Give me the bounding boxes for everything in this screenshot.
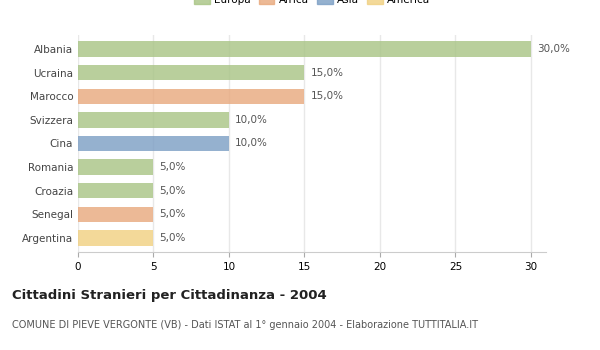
Text: 5,0%: 5,0% [160, 209, 186, 219]
Text: 10,0%: 10,0% [235, 139, 268, 148]
Text: 15,0%: 15,0% [310, 91, 343, 102]
Text: 5,0%: 5,0% [160, 162, 186, 172]
Text: Cittadini Stranieri per Cittadinanza - 2004: Cittadini Stranieri per Cittadinanza - 2… [12, 289, 327, 302]
Bar [78, 183, 154, 198]
Legend: Europa, Africa, Asia, America: Europa, Africa, Asia, America [192, 0, 432, 7]
Bar [78, 230, 154, 245]
Text: 5,0%: 5,0% [160, 233, 186, 243]
Bar [78, 206, 154, 222]
Bar [78, 42, 531, 57]
Bar [78, 159, 154, 175]
Text: 10,0%: 10,0% [235, 115, 268, 125]
Bar [78, 65, 304, 80]
Text: COMUNE DI PIEVE VERGONTE (VB) - Dati ISTAT al 1° gennaio 2004 - Elaborazione TUT: COMUNE DI PIEVE VERGONTE (VB) - Dati IST… [12, 320, 478, 330]
Text: 15,0%: 15,0% [310, 68, 343, 78]
Bar [78, 89, 304, 104]
Bar [78, 112, 229, 128]
Text: 5,0%: 5,0% [160, 186, 186, 196]
Bar [78, 136, 229, 151]
Text: 30,0%: 30,0% [537, 44, 570, 54]
